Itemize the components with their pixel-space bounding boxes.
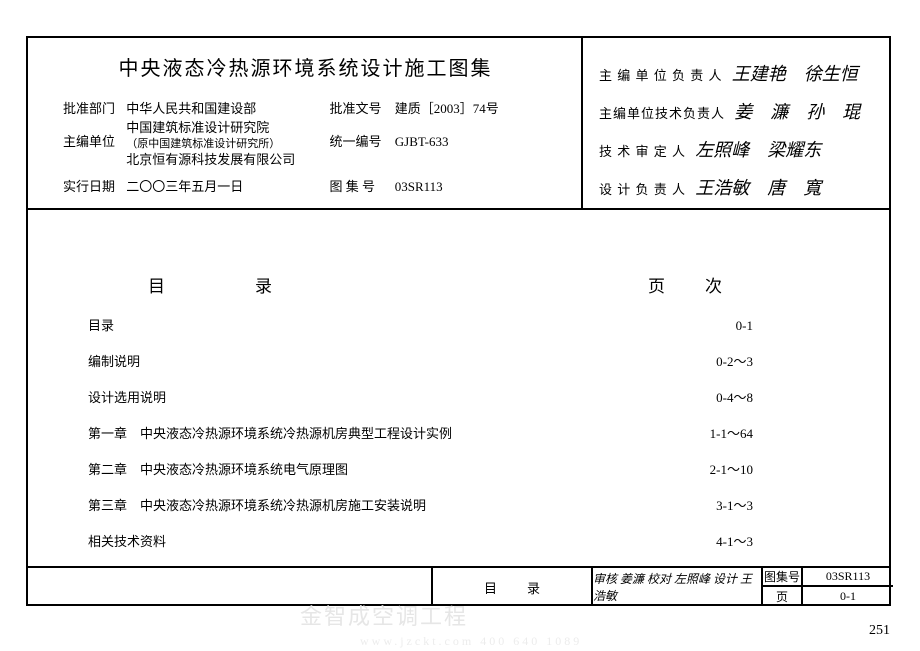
editor-unit-line1: 中国建筑标准设计研究院	[126, 120, 269, 135]
toc-label: 相关技术资料	[88, 524, 166, 560]
label-atlas-no: 图 集 号	[330, 176, 392, 195]
page-heading: 页次	[648, 272, 762, 297]
toc-page: 1-1～64	[710, 416, 753, 452]
val-unified-no: GJBT-633	[395, 120, 449, 164]
toc-page: 0-1	[736, 308, 753, 344]
footer-atlas-value: 03SR113	[803, 568, 893, 587]
toc-row: 编制说明 0-2～3	[88, 344, 848, 380]
header-row-date: 实行日期 二〇〇三年五月一日 图 集 号 03SR113	[63, 176, 573, 195]
toc-row: 相关技术资料 4-1～3	[88, 524, 848, 560]
header-row-editor: 主编单位 中国建筑标准设计研究院 （原中国建筑标准设计研究所） 北京恒有源科技发…	[63, 120, 573, 167]
footer-signatures: 审核 姜濂 校对 左照峰 设计 王浩敏	[593, 568, 763, 606]
sig-tech-head: 姜 濂 孙 琨	[728, 102, 860, 122]
responsible-row-2: 主编单位技术负责人 姜 濂 孙 琨	[599, 94, 877, 132]
toc-label: 设计选用说明	[88, 380, 166, 416]
label-effective-date: 实行日期	[63, 176, 123, 195]
header-right: 主 编 单 位 负 责 人 王建艳 徐生恒 主编单位技术负责人 姜 濂 孙 琨 …	[585, 38, 891, 210]
responsible-row-1: 主 编 单 位 负 责 人 王建艳 徐生恒	[599, 56, 877, 94]
document-title: 中央液态冷热源环境系统设计施工图集	[28, 52, 583, 81]
header-block: 中央液态冷热源环境系统设计施工图集 批准部门 中华人民共和国建设部 批准文号 建…	[28, 38, 889, 210]
toc-page: 0-2～3	[716, 344, 753, 380]
footer-atlas-label: 图集号	[763, 568, 803, 587]
responsible-row-4: 设 计 负 责 人 王浩敏 唐 寬	[599, 170, 877, 208]
sig-tech-reviewer: 左照峰 梁耀东	[689, 140, 821, 160]
toc-page: 2-1～10	[710, 452, 753, 488]
label-approval-dept: 批准部门	[63, 98, 123, 117]
footer-left-blank	[28, 568, 433, 606]
val-approval-no: 建质［2003］74号	[395, 98, 499, 117]
label-design-head: 设 计 负 责 人	[599, 182, 686, 197]
toc-heading: 目录	[148, 272, 362, 297]
label-tech-reviewer: 技 术 审 定 人	[599, 144, 686, 159]
header-row-approval: 批准部门 中华人民共和国建设部 批准文号 建质［2003］74号	[63, 98, 573, 117]
val-atlas-no: 03SR113	[395, 179, 443, 195]
toc-page: 0-4～8	[716, 380, 753, 416]
responsible-row-3: 技 术 审 定 人 左照峰 梁耀东	[599, 132, 877, 170]
val-editor-unit: 中国建筑标准设计研究院 （原中国建筑标准设计研究所） 北京恒有源科技发展有限公司	[126, 120, 326, 167]
watermark-sub: www.jzckt.com 400 640 1089	[360, 634, 582, 649]
toc-label: 第三章 中央液态冷热源环境系统冷热源机房施工安装说明	[88, 488, 426, 524]
toc-label: 目录	[88, 308, 114, 344]
val-approval-dept: 中华人民共和国建设部	[126, 98, 326, 117]
label-unit-head: 主 编 单 位 负 责 人	[599, 68, 723, 83]
toc-label: 第二章 中央液态冷热源环境系统电气原理图	[88, 452, 348, 488]
toc-row: 第一章 中央液态冷热源环境系统冷热源机房典型工程设计实例 1-1～64	[88, 416, 848, 452]
toc-page: 4-1～3	[716, 524, 753, 560]
toc-list: 目录 0-1 编制说明 0-2～3 设计选用说明 0-4～8 第一章 中央液态冷…	[88, 308, 848, 560]
footer-title: 目录	[433, 568, 593, 606]
footer-page-value: 0-1	[803, 587, 893, 606]
label-unified-no: 统一编号	[330, 120, 392, 164]
label-approval-no: 批准文号	[330, 98, 392, 117]
page-frame: 中央液态冷热源环境系统设计施工图集 批准部门 中华人民共和国建设部 批准文号 建…	[26, 36, 891, 606]
label-editor-unit: 主编单位	[63, 120, 123, 164]
body-block: 目录 页次 目录 0-1 编制说明 0-2～3 设计选用说明 0-4～8 第一章…	[28, 212, 889, 566]
toc-row: 第三章 中央液态冷热源环境系统冷热源机房施工安装说明 3-1～3	[88, 488, 848, 524]
sig-design-head: 王浩敏 唐 寬	[689, 178, 821, 198]
toc-row: 第二章 中央液态冷热源环境系统电气原理图 2-1～10	[88, 452, 848, 488]
editor-unit-line3: 北京恒有源科技发展有限公司	[126, 152, 295, 167]
toc-row: 目录 0-1	[88, 308, 848, 344]
sig-unit-head: 王建艳 徐生恒	[726, 64, 858, 84]
toc-row: 设计选用说明 0-4～8	[88, 380, 848, 416]
footer-block: 目录 审核 姜濂 校对 左照峰 设计 王浩敏 图集号 03SR113 页 0-1	[28, 566, 889, 604]
header-left: 中央液态冷热源环境系统设计施工图集 批准部门 中华人民共和国建设部 批准文号 建…	[28, 38, 583, 210]
val-effective-date: 二〇〇三年五月一日	[126, 176, 326, 195]
toc-page: 3-1～3	[716, 488, 753, 524]
toc-label: 编制说明	[88, 344, 140, 380]
editor-unit-line2: （原中国建筑标准设计研究所）	[126, 138, 280, 150]
toc-label: 第一章 中央液态冷热源环境系统冷热源机房典型工程设计实例	[88, 416, 452, 452]
label-tech-head: 主编单位技术负责人	[599, 106, 725, 121]
physical-page-number: 251	[869, 623, 890, 639]
footer-page-label: 页	[763, 587, 803, 606]
